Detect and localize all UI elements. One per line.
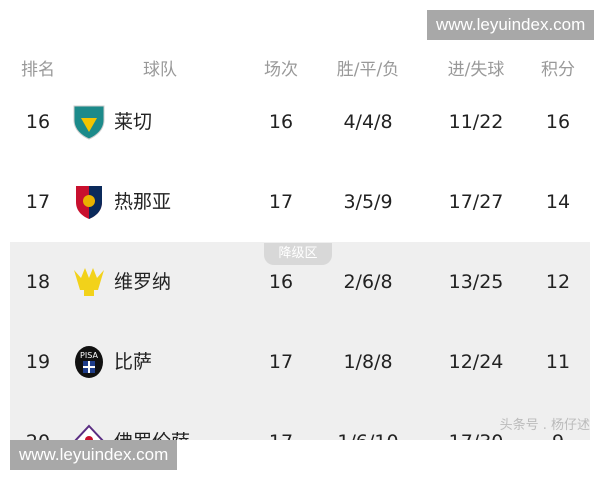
rank: 18 — [25, 271, 51, 293]
header-played: 场次 — [264, 60, 298, 80]
played: 16 — [268, 111, 294, 133]
points: 12 — [545, 271, 571, 293]
played: 16 — [268, 271, 294, 293]
goals: 13/25 — [448, 271, 504, 293]
goals: 17/30 — [449, 427, 504, 440]
relegation-zone-badge: 降级区 — [264, 243, 332, 265]
table-row[interactable]: 19 PISA 比萨 17 1/8/8 12/24 11 — [0, 344, 600, 380]
pisa-crest-icon: PISA — [72, 344, 106, 380]
source-watermark: 头条号 . 杨仔述 — [499, 418, 590, 433]
played: 17 — [269, 427, 293, 440]
wdl: 3/5/9 — [343, 191, 393, 213]
watermark-top: www.leyuindex.com — [427, 10, 595, 40]
wdl: 2/6/8 — [343, 271, 393, 293]
watermark-bottom: www.leyuindex.com — [10, 440, 178, 470]
header-wdl: 胜/平/负 — [336, 60, 400, 80]
points: 16 — [545, 111, 571, 133]
table-header: 排名 球队 场次 胜/平/负 进/失球 积分 — [0, 55, 600, 83]
played: 17 — [268, 191, 294, 213]
header-points: 积分 — [541, 60, 575, 80]
header-rank: 排名 — [21, 60, 55, 80]
rank: 20 — [26, 427, 50, 440]
team-name: 热那亚 — [114, 191, 172, 213]
rank: 16 — [25, 111, 51, 133]
header-team: 球队 — [143, 60, 177, 80]
verona-crest-icon — [72, 264, 106, 300]
goals: 17/27 — [448, 191, 504, 213]
points: 11 — [545, 351, 571, 373]
points: 9 — [552, 427, 564, 440]
played: 17 — [268, 351, 294, 373]
lecce-crest-icon — [72, 104, 106, 140]
fiorentina-crest-icon — [72, 424, 106, 440]
svg-text:PISA: PISA — [80, 351, 98, 360]
table-row[interactable]: 20 佛罗伦萨 17 1/6/10 17/30 9 — [0, 424, 600, 440]
goals: 11/22 — [448, 111, 504, 133]
wdl: 1/6/10 — [337, 427, 398, 440]
standings-table: 排名 球队 场次 胜/平/负 进/失球 积分 降级区 头条号 . 杨仔述 16 … — [0, 55, 600, 440]
wdl: 1/8/8 — [343, 351, 393, 373]
goals: 12/24 — [448, 351, 504, 373]
team-name: 莱切 — [114, 111, 153, 133]
table-row[interactable]: 16 莱切 16 4/4/8 11/22 16 — [0, 104, 600, 140]
table-row[interactable]: 18 维罗纳 16 2/6/8 13/25 12 — [0, 267, 600, 297]
team-name: 佛罗伦萨 — [114, 427, 190, 440]
rank: 19 — [25, 351, 51, 373]
team-name: 维罗纳 — [114, 271, 172, 293]
points: 14 — [545, 191, 571, 213]
header-goals: 进/失球 — [447, 60, 505, 80]
team-name: 比萨 — [114, 351, 153, 373]
wdl: 4/4/8 — [343, 111, 393, 133]
genoa-crest-icon — [72, 184, 106, 220]
rank: 17 — [25, 191, 51, 213]
table-row[interactable]: 17 热那亚 17 3/5/9 17/27 14 — [0, 184, 600, 220]
relegation-zone — [10, 242, 590, 440]
